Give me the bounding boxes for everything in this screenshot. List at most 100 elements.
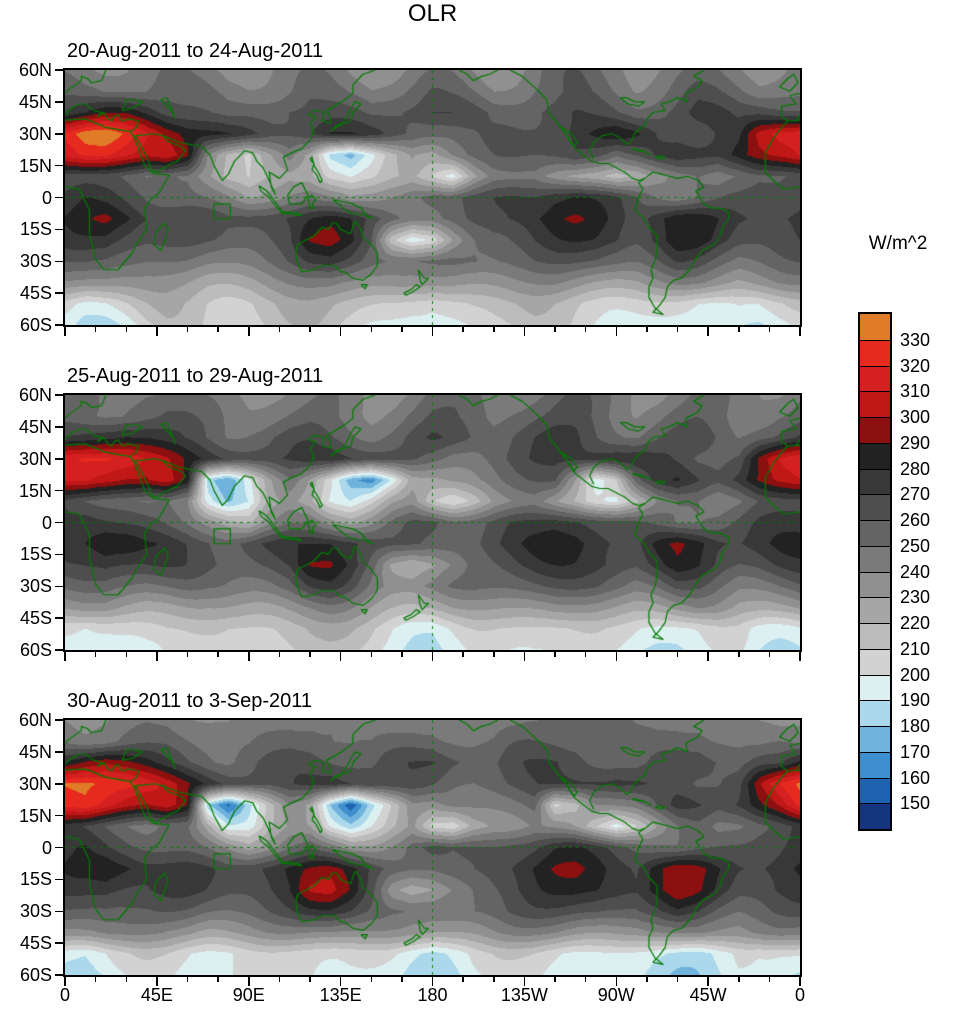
y-tick-label: 30N (18, 448, 52, 469)
y-tick-mark (55, 394, 63, 396)
y-tick-label: 15N (18, 155, 52, 176)
y-tick-mark (55, 228, 63, 231)
y-tick-label: 60N (18, 60, 52, 80)
y-tick-mark (55, 324, 63, 326)
y-tick-label: 45S (19, 283, 52, 304)
y-tick-mark (55, 585, 63, 587)
y-tick-label: 30N (18, 773, 52, 794)
x-tick-mark (339, 652, 342, 661)
y-tick-label: 0 (41, 837, 52, 858)
x-tick-mark (339, 977, 342, 986)
x-tick-mark (217, 652, 219, 657)
x-tick-mark (646, 977, 648, 982)
x-tick-mark (646, 327, 648, 332)
colorbar-box (860, 597, 890, 623)
x-tick-mark (615, 977, 617, 986)
x-tick-mark (248, 977, 250, 986)
y-tick-label: 15N (18, 805, 52, 826)
y-tick-label: 30N (18, 123, 52, 144)
x-tick-mark (554, 977, 556, 982)
colorbar (858, 312, 892, 831)
x-tick-mark (248, 652, 250, 661)
y-tick-mark (55, 69, 63, 71)
x-tick-mark (738, 327, 740, 332)
colorbar-box (860, 648, 890, 675)
y-tick-mark (55, 553, 63, 556)
colorbar-tick-label: 280 (900, 458, 931, 479)
y-tick-mark (55, 521, 63, 524)
x-tick-label: 45E (140, 985, 173, 1005)
y-tick-mark (55, 719, 63, 721)
x-tick-label: 0 (794, 985, 805, 1005)
colorbar-box (860, 365, 890, 392)
y-tick-label: 60S (19, 315, 52, 335)
y-tick-label: 60N (18, 385, 52, 405)
x-tick-label: 90W (597, 985, 635, 1005)
x-tick-label: 135W (500, 985, 548, 1005)
y-tick-label: 60S (19, 640, 52, 660)
panel3-map-canvas (65, 720, 800, 975)
colorbar-box (860, 391, 890, 417)
y-tick-label: 60S (19, 965, 52, 985)
panel2-map (63, 393, 802, 652)
y-tick-mark (55, 101, 63, 103)
x-tick-mark (523, 977, 526, 986)
x-tick-mark (309, 652, 311, 657)
y-tick-label: 30S (19, 576, 52, 597)
colorbar-title: W/m^2 (868, 233, 928, 254)
x-tick-mark (615, 652, 617, 661)
x-tick-mark (462, 652, 464, 657)
x-tick-label: 135E (319, 985, 362, 1005)
colorbar-tick-label: 170 (900, 741, 931, 762)
x-tick-label: 180 (417, 985, 448, 1005)
x-tick-mark (217, 327, 219, 332)
colorbar-tick-label: 310 (900, 381, 931, 402)
colorbar-tick-label: 320 (900, 355, 931, 376)
panel1-subtitle: 20-Aug-2011 to 24-Aug-2011 (67, 40, 324, 62)
y-tick-label: 45N (18, 91, 52, 112)
x-tick-mark (278, 652, 281, 657)
colorbar-tick-label: 200 (900, 664, 931, 685)
figure-title: OLR (407, 0, 458, 27)
colorbar-box (860, 571, 890, 598)
colorbar-tick-label: 220 (900, 613, 931, 633)
x-tick-mark (401, 652, 403, 657)
colorbar-box (860, 623, 890, 649)
colorbar-box (860, 468, 890, 495)
x-tick-mark (707, 977, 709, 986)
x-tick-mark (94, 652, 97, 657)
x-tick-label: 0 (59, 985, 70, 1005)
colorbar-tick-label: 210 (900, 638, 931, 659)
colorbar-box (860, 803, 890, 829)
x-tick-mark (94, 327, 97, 332)
x-tick-mark (584, 327, 587, 332)
y-tick-mark (55, 974, 63, 976)
x-tick-mark (401, 327, 403, 332)
x-tick-mark (186, 652, 189, 657)
panel2-map-canvas (65, 395, 800, 650)
x-tick-mark (768, 652, 771, 657)
colorbar-tick-label: 250 (900, 535, 931, 556)
x-tick-mark (156, 977, 158, 986)
colorbar-box (860, 674, 890, 701)
x-tick-mark (584, 652, 587, 657)
x-tick-mark (676, 652, 679, 657)
panel1-map (63, 68, 802, 327)
x-tick-label: 45W (689, 985, 727, 1005)
y-tick-mark (55, 910, 63, 912)
x-tick-mark (125, 652, 127, 657)
colorbar-tick-label: 260 (900, 510, 931, 530)
y-tick-label: 45N (18, 741, 52, 762)
colorbar-tick-label: 300 (900, 407, 931, 427)
y-tick-label: 15S (19, 219, 52, 240)
y-tick-mark (55, 783, 63, 785)
y-tick-label: 30S (19, 251, 52, 272)
x-tick-mark (64, 652, 66, 661)
x-tick-mark (431, 652, 434, 661)
y-tick-label: 15S (19, 544, 52, 565)
colorbar-box (860, 339, 890, 366)
x-tick-mark (370, 327, 372, 332)
y-tick-mark (55, 292, 63, 294)
y-tick-mark (55, 649, 63, 651)
